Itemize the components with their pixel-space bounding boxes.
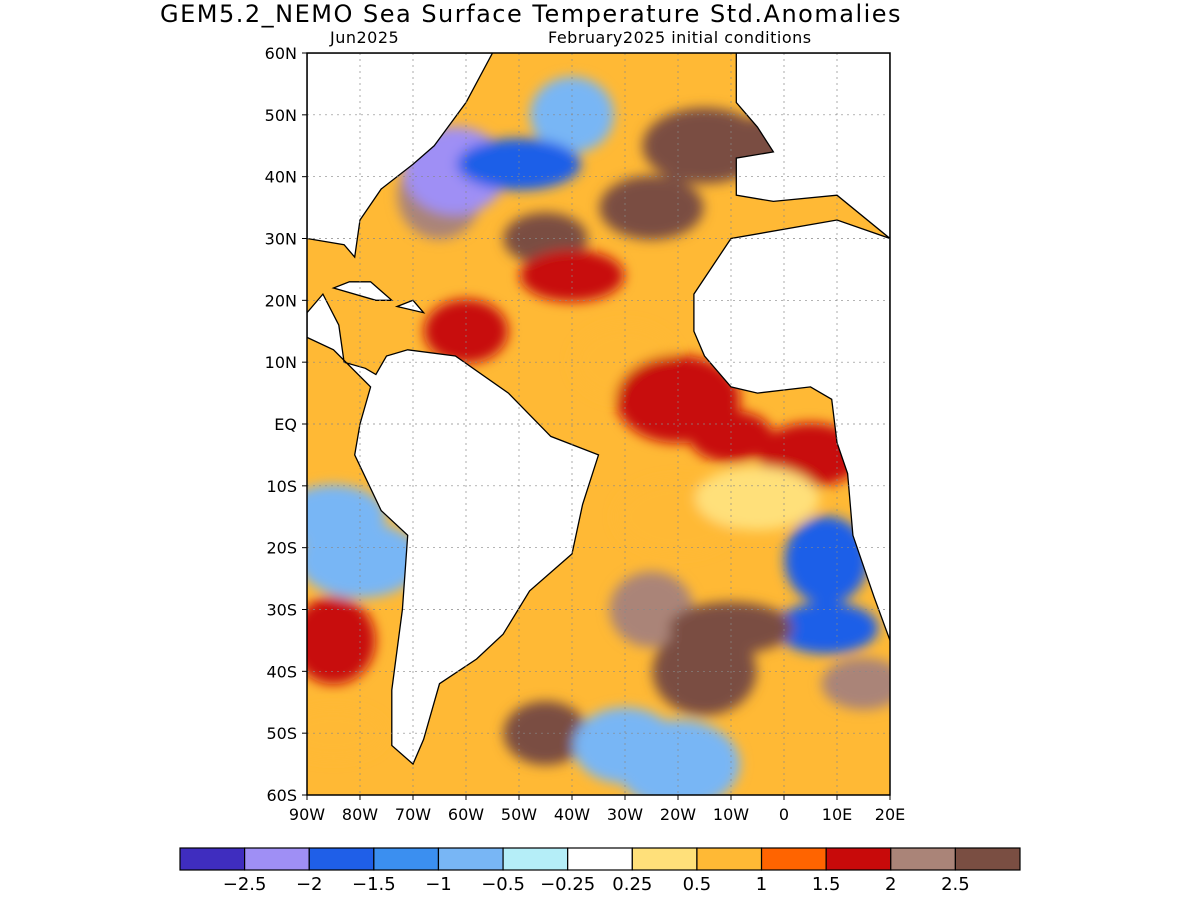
colorbar-swatch <box>244 847 310 871</box>
colorbar-label: −0.25 <box>540 874 595 895</box>
colorbar-swatch <box>954 847 1021 871</box>
axes: 60N 50N 40N 30N 20N 10N EQ 10S 20S 30S 40S 50S 60S90… <box>265 44 906 824</box>
colorbar-label: −2.5 <box>223 874 267 895</box>
anomaly-patch <box>695 466 820 531</box>
lat-tick-label: 20S <box>266 539 297 558</box>
lon-tick-label: 50W <box>501 805 537 824</box>
colorbar-swatch <box>567 847 633 871</box>
colorbar-label: 0.5 <box>683 874 712 895</box>
lat-tick-label: 60N <box>265 44 297 63</box>
lon-tick-label: 0 <box>779 805 789 824</box>
initial-conditions-label: February2025 initial conditions <box>548 28 812 47</box>
colorbar-swatch <box>890 847 956 871</box>
lat-tick-label: 10S <box>266 477 297 496</box>
hispaniola-land <box>394 299 426 314</box>
colorbar-label: −0.5 <box>481 874 525 895</box>
colorbar-label: −1 <box>425 874 452 895</box>
lat-tick-label: EQ <box>274 415 297 434</box>
colorbar-swatch <box>631 847 698 871</box>
anomaly-patch <box>457 138 581 191</box>
colorbar-label: 0.25 <box>612 874 652 895</box>
figure-title: GEM5.2_NEMO Sea Surface Temperature Std.… <box>160 0 903 28</box>
europe-land <box>735 53 890 240</box>
anomaly-patch <box>424 299 508 364</box>
colorbar-label: 2 <box>885 874 896 895</box>
cuba-land <box>331 281 394 301</box>
anomaly-layer <box>307 76 890 795</box>
lat-tick-label: 10N <box>265 353 297 372</box>
colorbar-swatch <box>373 847 440 871</box>
anomaly-patch <box>689 410 773 463</box>
lat-tick-label: 30S <box>266 601 297 620</box>
lon-tick-label: 80W <box>342 805 378 824</box>
colorbar-swatch <box>308 847 375 871</box>
colorbar-label: −2 <box>296 874 323 895</box>
lat-tick-label: 60S <box>266 786 297 805</box>
anomaly-patch <box>307 707 386 760</box>
colorbar-label: −1.5 <box>352 874 396 895</box>
colorbar-label: 1 <box>756 874 767 895</box>
lon-tick-label: 10W <box>713 805 749 824</box>
map-field <box>307 53 890 795</box>
forecast-month-label: Jun2025 <box>330 28 400 47</box>
lat-tick-label: 50S <box>266 724 297 743</box>
lon-tick-label: 30W <box>607 805 643 824</box>
anomaly-patch <box>503 701 588 766</box>
lon-tick-label: 40W <box>554 805 590 824</box>
colorbar-label: 1.5 <box>812 874 841 895</box>
lon-tick-label: 90W <box>289 805 325 824</box>
colorbar-swatch <box>696 847 763 871</box>
lat-tick-label: 20N <box>265 291 297 310</box>
anomaly-patch <box>784 516 869 605</box>
lat-tick-label: 50N <box>265 106 297 125</box>
north-america-land <box>307 53 494 259</box>
anomaly-patch <box>307 596 376 685</box>
anomaly-patch <box>599 175 704 240</box>
colorbar-swatch <box>437 847 504 871</box>
colorbar-swatch <box>825 847 892 871</box>
colorbar: −2.5 −2 −1.5 −1 −0.5 −0.25 0.25 0.5 1 1.5 2 2.5 <box>179 847 1021 895</box>
anomaly-patch <box>616 720 740 795</box>
lon-tick-label: 70W <box>395 805 431 824</box>
lat-tick-label: 40N <box>265 168 297 187</box>
lat-tick-label: 30N <box>265 230 297 249</box>
lon-tick-label: 20W <box>660 805 696 824</box>
anomaly-patch <box>821 657 890 710</box>
colorbar-swatch <box>179 847 246 871</box>
lon-tick-label: 20E <box>875 805 905 824</box>
anomaly-patch <box>774 602 879 655</box>
anomaly-patch <box>307 522 422 599</box>
lon-tick-label: 60W <box>448 805 484 824</box>
lat-tick-label: 40S <box>266 662 297 681</box>
colorbar-label: 2.5 <box>941 874 970 895</box>
colorbar-swatch <box>502 847 569 871</box>
anomaly-patch <box>669 602 793 655</box>
south-america-land <box>307 292 600 766</box>
colorbar-swatch <box>760 847 827 871</box>
lon-tick-label: 10E <box>822 805 852 824</box>
africa-land <box>693 219 890 641</box>
